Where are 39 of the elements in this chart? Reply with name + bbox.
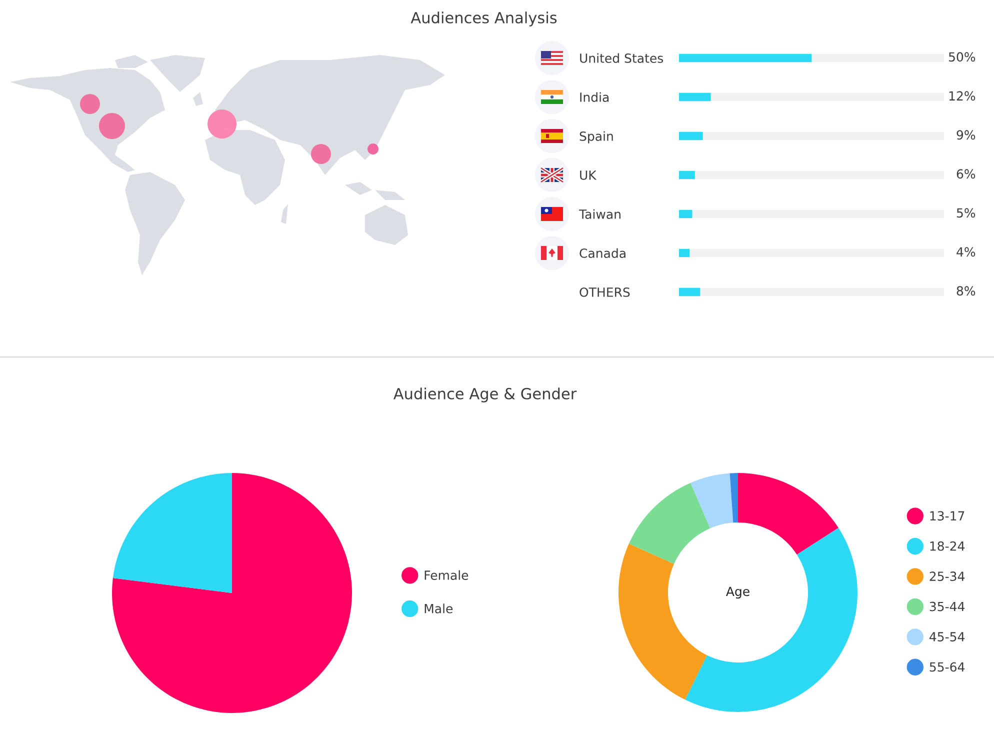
legend-label: 55-64 xyxy=(930,662,965,672)
text: Age xyxy=(726,586,750,599)
data-label: 12% xyxy=(949,91,976,101)
donut-slice xyxy=(685,528,858,712)
bar xyxy=(679,248,690,258)
donut-slice xyxy=(690,473,734,528)
y-tick-label: Spain xyxy=(580,131,613,144)
legend-label: 25-34 xyxy=(930,572,965,582)
legend-label: 45-54 xyxy=(929,632,965,642)
y-tick-label: OTHERS xyxy=(580,287,630,297)
bar xyxy=(679,288,700,296)
y-tick-label: Canada xyxy=(580,248,626,258)
y-tick-label: UK xyxy=(580,170,597,180)
legend-label: 13-17 xyxy=(930,511,964,521)
bar xyxy=(679,92,711,102)
text: Audiences Analysis xyxy=(410,12,557,26)
bar xyxy=(679,132,703,140)
data-label: 50% xyxy=(948,52,976,62)
bar xyxy=(679,170,695,180)
data-label: 9% xyxy=(956,130,976,140)
y-tick-label: United States xyxy=(580,53,664,63)
legend-label: 18-24 xyxy=(930,541,965,551)
pie-slice xyxy=(112,473,232,593)
donut-slice xyxy=(618,544,707,700)
data-label: 8% xyxy=(956,286,976,296)
data-label: 6% xyxy=(956,169,976,179)
donut-slice xyxy=(738,473,838,555)
donut-slice xyxy=(730,473,738,523)
data-label: 5% xyxy=(956,208,976,218)
bar xyxy=(679,210,692,218)
legend-label: Male xyxy=(424,604,453,614)
y-tick-label: Taiwan xyxy=(578,209,620,219)
data-label: 4% xyxy=(956,247,976,257)
y-tick-label: India xyxy=(580,92,609,102)
legend-label: Female xyxy=(424,570,468,580)
pie-slice xyxy=(112,473,352,713)
legend-label: 35-44 xyxy=(930,602,965,612)
donut-slice xyxy=(628,482,710,564)
chart-title: Audience Age & Gender xyxy=(393,388,577,402)
